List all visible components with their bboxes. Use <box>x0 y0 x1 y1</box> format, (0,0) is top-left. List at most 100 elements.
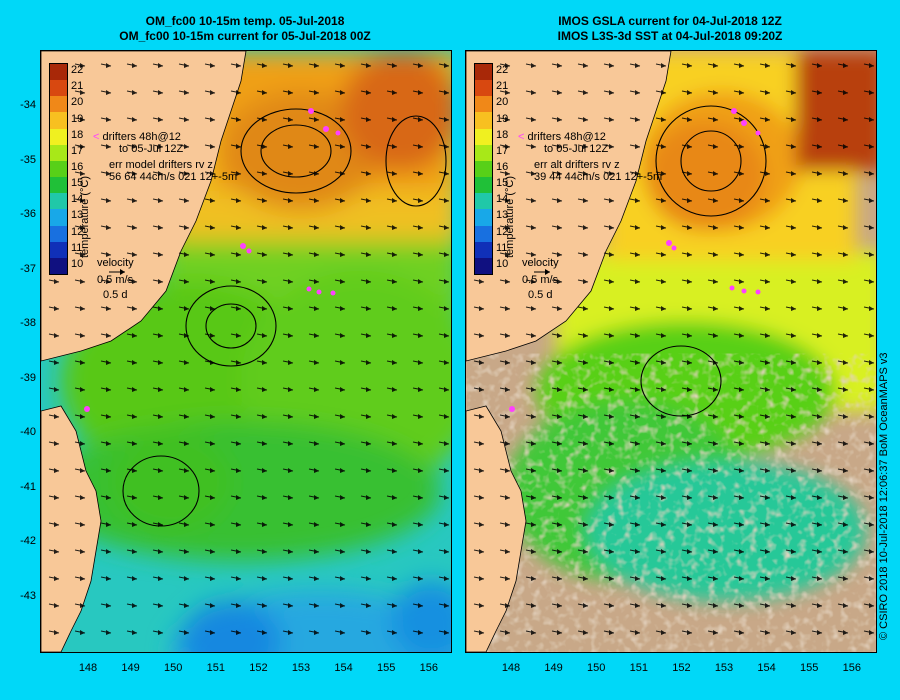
x-tick-label: 155 <box>377 662 396 674</box>
colorbar-swatch <box>50 241 67 258</box>
y-tick-label: -34 <box>20 99 36 111</box>
left-map[interactable]: 22 21 20 19 18 17 16 15 14 13 12 11 10 temperature (… <box>40 50 452 653</box>
y-tick-label: -39 <box>20 371 36 384</box>
left-title-line1: OM_fc00 10-15m temp. 05-Jul-2018 <box>145 14 345 28</box>
colorbar-tick-label: 15 <box>496 177 509 190</box>
velocity-label: velocity <box>97 257 134 269</box>
colorbar-swatch <box>50 209 67 226</box>
colorbar-tick-label: 21 <box>496 80 509 93</box>
x-tick-label: 155 <box>800 662 819 674</box>
colorbar-swatches <box>49 63 68 275</box>
y-tick-label: -41 <box>20 480 36 493</box>
x-tick-label: 151 <box>629 662 648 674</box>
colorbar-swatch <box>475 177 492 194</box>
right-map[interactable]: 22 21 20 19 18 17 16 15 14 13 12 11 10 temperature (… <box>465 50 877 653</box>
colorbar-swatch <box>50 64 67 81</box>
y-tick-label: -43 <box>20 589 36 602</box>
drifters-label: drifters 48h@12 <box>527 131 606 143</box>
colorbar-swatch <box>475 209 492 226</box>
x-tick-label: 152 <box>672 662 691 674</box>
colorbar-tick-label: 11 <box>71 241 83 254</box>
colorbar-tick-label: 22 <box>71 64 84 77</box>
y-tick-label: -42 <box>20 535 36 547</box>
colorbar-tick-label: 19 <box>71 112 84 125</box>
y-tick-label: -38 <box>20 317 36 329</box>
y-tick-label: -36 <box>20 208 36 220</box>
colorbar-swatch <box>475 160 492 178</box>
colorbar-swatch <box>50 193 67 210</box>
colorbar-swatch <box>50 80 67 97</box>
x-tick-label: 148 <box>78 662 98 674</box>
y-tick-label: -40 <box>20 426 36 438</box>
x-tick-label: 152 <box>249 662 268 674</box>
colorbar-tick-label: 12 <box>71 225 84 238</box>
colorbar-right-title: temperature (°C) <box>504 175 516 258</box>
colorbar-tick-label: 14 <box>496 193 509 206</box>
colorbar: 22 21 20 19 18 17 16 15 14 13 12 11 10 temperature (… <box>49 63 97 277</box>
velocity-label: velocity <box>522 257 559 269</box>
left-velocity-key: velocity 0.5 m/s 0.5 d <box>97 257 134 301</box>
colorbar-tick-label: 11 <box>496 241 508 254</box>
colorbar-right: 22 21 20 19 18 17 16 15 14 13 12 11 10 temperature (… <box>474 63 522 277</box>
drifters-date: to 05-Jul 12Z <box>544 143 609 155</box>
colorbar-tick-label: 18 <box>71 128 84 141</box>
colorbar-swatch <box>475 64 492 81</box>
colorbar-tick-label: 17 <box>496 144 509 157</box>
velocity-speed: 0.5 m/s <box>97 274 134 286</box>
x-tick-label: 153 <box>291 662 311 674</box>
right-drifter-legend: < drifters 48h@12 to 05-Jul 12Z err alt … <box>518 131 663 183</box>
velocity-duration: 0.5 d <box>103 289 128 301</box>
colorbar-swatch <box>475 193 492 210</box>
err-values: 56 64 44cm/s 021 12+-5m <box>109 171 238 183</box>
colorbar-tick-label: 14 <box>71 193 84 206</box>
left-map-canvas <box>41 51 451 652</box>
x-tick-label: 156 <box>419 662 438 674</box>
x-tick-label: 149 <box>121 662 140 674</box>
colorbar-tick-label: 16 <box>71 161 84 173</box>
err-label: err model drifters rv z <box>109 159 213 171</box>
colorbar-swatch <box>475 112 492 129</box>
y-tick-label: -35 <box>20 153 36 166</box>
colorbar-tick-label: 16 <box>496 161 509 173</box>
colorbar-tick-label: 10 <box>71 257 84 270</box>
colorbar-tick-label: 22 <box>496 64 509 77</box>
colorbar-tick-label: 13 <box>496 209 509 222</box>
x-tick-label: 156 <box>842 662 861 674</box>
colorbar-tick-label: 19 <box>496 112 509 125</box>
x-tick-label: 151 <box>206 662 225 674</box>
x-tick-label: 148 <box>501 662 521 674</box>
colorbar-tick-label: 12 <box>496 225 509 238</box>
colorbar-tick-label: 18 <box>496 128 509 141</box>
colorbar-tick-label: 20 <box>496 96 509 109</box>
colorbar-swatch <box>50 112 67 129</box>
right-title-line2: IMOS L3S-3d SST at 04-Jul-2018 09:20Z <box>557 29 783 43</box>
colorbar-tick-label: 10 <box>496 257 509 270</box>
x-tick-label: 150 <box>587 662 606 674</box>
colorbar-tick-label: 13 <box>71 209 84 222</box>
left-panel-title: OM_fc00 10-15m temp. 05-Jul-2018 OM_fc00… <box>40 14 450 44</box>
right-panel-title: IMOS GSLA current for 04-Jul-2018 12Z IM… <box>465 14 875 44</box>
colorbar-swatch <box>50 128 67 145</box>
colorbar-swatch <box>475 96 492 113</box>
colorbar-tick-label: 20 <box>71 96 84 109</box>
x-tick-label: 153 <box>714 662 734 674</box>
err-values: 39 44 44cm/s 021 12+-5m <box>534 171 663 183</box>
right-map-canvas <box>466 51 876 652</box>
right-title-line1: IMOS GSLA current for 04-Jul-2018 12Z <box>558 14 782 28</box>
colorbar-swatch <box>475 80 492 97</box>
drifters-label: drifters 48h@12 <box>102 131 181 143</box>
credit-text: © CSIRO 2018 10-Jul-2018 12:06:37 BoM Oc… <box>878 352 890 640</box>
x-tick-label: 150 <box>164 662 183 674</box>
colorbar-swatch <box>50 144 67 161</box>
y-tick-label: -37 <box>20 262 36 275</box>
colorbar-swatch <box>50 96 67 113</box>
right-velocity-key: velocity 0.5 m/s 0.5 d <box>522 257 559 301</box>
left-title-line2: OM_fc00 10-15m current for 05-Jul-2018 0… <box>119 29 371 43</box>
x-tick-label: 149 <box>544 662 563 674</box>
left-drifter-legend: < drifters 48h@12 to 05-Jul 12Z err mode… <box>93 131 238 183</box>
colorbar-tick-label: 21 <box>71 80 84 93</box>
colorbar-swatch <box>475 128 492 145</box>
colorbar-swatch <box>50 160 67 178</box>
colorbar-tick-label: 17 <box>71 144 84 157</box>
x-tick-label: 154 <box>334 662 353 674</box>
